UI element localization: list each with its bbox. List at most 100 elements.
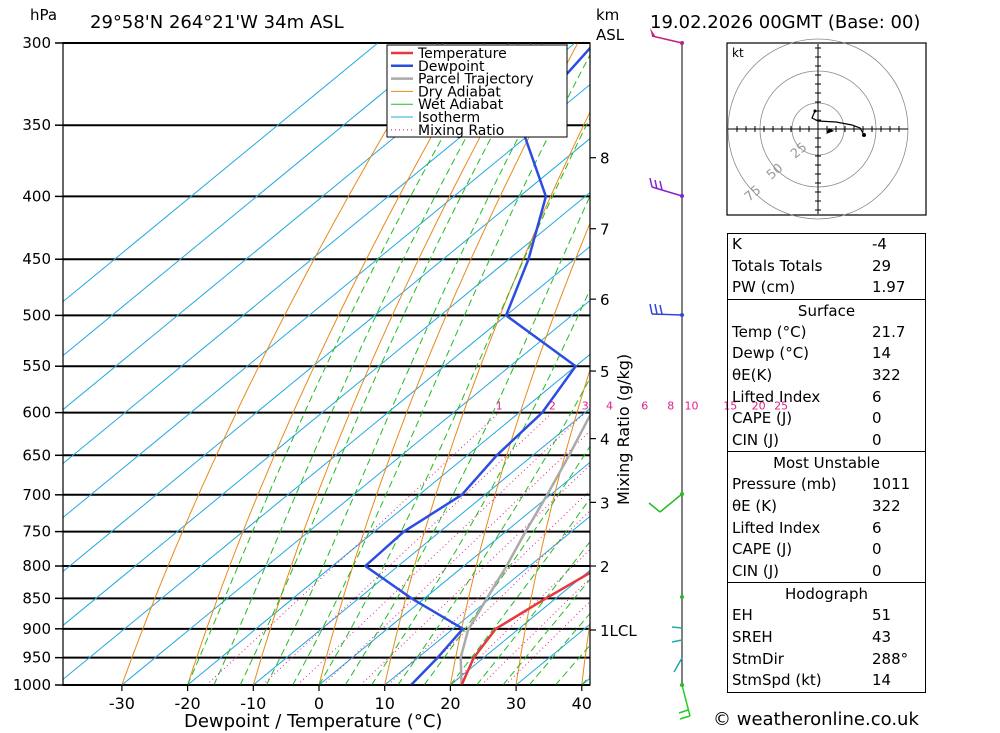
pressure-tick-label: 950 xyxy=(22,649,51,667)
x-tick-label: -30 xyxy=(109,694,135,713)
hodograph-section: Hodograph EH 51 SREH 43 StmDir 288° StmSpd … xyxy=(728,582,925,691)
mixing-ratio-label: 1 xyxy=(496,400,503,413)
hodograph-title: Hodograph xyxy=(784,585,869,604)
legend-label: Parcel Trajectory xyxy=(418,72,534,88)
index-section: K -4 Totals Totals 29 PW (cm) 1.97 xyxy=(728,234,925,299)
km-label: km xyxy=(596,6,619,24)
legend-label: Dry Adiabat xyxy=(418,84,501,100)
asl-label: ASL xyxy=(596,26,625,44)
pressure-tick-label: 800 xyxy=(22,557,51,575)
wet-adiabat-line xyxy=(450,497,590,685)
wet-adiabat-line xyxy=(239,43,543,685)
wind-profile xyxy=(648,28,691,720)
most-unstable-section: Most Unstable Pressure (mb) 1011 θE (K) 32… xyxy=(728,451,925,582)
x-tick-label: -10 xyxy=(240,694,266,713)
mixing-ratio-line xyxy=(387,489,590,685)
mixing-ratio-label: 15 xyxy=(723,400,737,413)
mixing-ratio-label: 6 xyxy=(641,400,648,413)
x-axis-title: Dewpoint / Temperature (°C) xyxy=(184,711,442,732)
wind-barb-700 xyxy=(648,492,684,513)
isotherm-line xyxy=(63,191,590,627)
isotherm-line xyxy=(63,43,576,465)
mixing-ratio-label: 3 xyxy=(582,400,589,413)
table-row: StmSpd (kt) 14 xyxy=(732,671,892,690)
dry-adiabat-line xyxy=(252,43,532,685)
wet-adiabat-line xyxy=(213,43,520,685)
table-row: Dewp (°C) 14 xyxy=(732,344,892,363)
mixing-ratio-label: 4 xyxy=(606,400,613,413)
mixing-ratio-line xyxy=(450,548,590,685)
info-table: K -4 Totals Totals 29 PW (cm) 1.97 Surface … xyxy=(727,233,926,693)
copyright: © weatheronline.co.uk xyxy=(713,709,919,730)
km-tick-label: 5 xyxy=(600,363,610,381)
dewpoint-line xyxy=(364,46,590,685)
pressure-tick-label: 750 xyxy=(22,523,51,541)
wind-barb-400 xyxy=(649,177,684,198)
legend-label: Temperature xyxy=(417,46,507,62)
wind-barb-low xyxy=(671,595,691,720)
mixing-ratio-label: 25 xyxy=(774,400,788,413)
x-tick-label: 20 xyxy=(440,694,460,713)
pressure-tick-label: 850 xyxy=(22,589,51,607)
wet-adiabat-line xyxy=(423,445,590,685)
dry-adiabat-line xyxy=(969,43,1000,685)
plot-frame xyxy=(62,42,591,686)
pressure-tick-label: 900 xyxy=(22,620,51,638)
mixing-ratio-axis-title: Mixing Ratio (g/kg) xyxy=(614,354,633,505)
legend-label: Isotherm xyxy=(418,110,480,126)
pressure-grid xyxy=(55,42,590,686)
wind-barb-300 xyxy=(650,28,684,45)
pressure-tick-label: 400 xyxy=(22,187,51,205)
km-tick-label: 6 xyxy=(600,291,610,309)
legend-label: Mixing Ratio xyxy=(418,123,504,139)
table-row: Pressure (mb) 1011 xyxy=(732,475,911,494)
dry-adiabat-line xyxy=(121,43,439,685)
temperature-line xyxy=(460,571,590,685)
table-row: K -4 xyxy=(732,235,887,253)
dry-adiabat-line xyxy=(515,368,590,685)
wet-adiabat-line xyxy=(318,116,590,685)
datetime-title: 19.02.2026 00GMT (Base: 00) xyxy=(650,12,920,33)
hodograph: kt 25 50 75 xyxy=(726,38,927,220)
mixing-ratio-label: 20 xyxy=(752,400,766,413)
km-tick-label: 7 xyxy=(600,221,610,239)
pressure-tick-label: 1000 xyxy=(13,676,51,694)
table-row: θE(K) 322 xyxy=(732,365,901,384)
wet-adiabat-line xyxy=(292,53,590,685)
x-tick-label: 10 xyxy=(375,694,395,713)
pressure-tick-label: 500 xyxy=(22,306,51,324)
km-tick-label: 1LCL xyxy=(600,622,637,640)
hodograph-trace xyxy=(811,110,865,136)
wet-adiabat-line xyxy=(265,43,569,685)
x-tick-label: 30 xyxy=(506,694,526,713)
mixing-ratio-line xyxy=(505,600,590,685)
isotherm-line xyxy=(318,461,590,685)
x-tick-label: -20 xyxy=(175,694,201,713)
legend-label: Wet Adiabat xyxy=(418,97,504,113)
table-row: Totals Totals 29 xyxy=(732,256,892,275)
pressure-tick-label: 600 xyxy=(22,404,51,422)
wet-adiabat-line xyxy=(344,194,590,685)
table-row: CAPE (J) 0 xyxy=(732,409,882,428)
table-row: θE (K) 322 xyxy=(732,496,901,515)
wet-adiabat-line xyxy=(187,43,497,685)
table-row: CIN (J) 0 xyxy=(732,430,882,449)
table-row: CAPE (J) 0 xyxy=(732,540,882,559)
table-row: Lifted Index 6 xyxy=(732,518,882,537)
surface-section: Surface Temp (°C) 21.7 Dewp (°C) 14 θE(K) 3… xyxy=(728,298,925,452)
wet-adiabat-line xyxy=(371,288,590,685)
dry-adiabat-line xyxy=(187,43,486,685)
mixing-ratio-line xyxy=(481,577,590,685)
hodograph-unit-label: kt xyxy=(732,46,744,60)
isotherm-line xyxy=(63,43,444,357)
isotherm-line xyxy=(187,353,590,685)
km-tick-label: 2 xyxy=(600,558,610,576)
axis-labels: 3003504004505005506006507007508008509009… xyxy=(13,34,788,713)
table-row: EH 51 xyxy=(732,606,892,625)
table-row: Temp (°C) 21.7 xyxy=(732,322,906,341)
mixing-ratio-label: 10 xyxy=(684,400,698,413)
legend-label: Dewpoint xyxy=(418,59,485,75)
km-tick-label: 8 xyxy=(600,150,610,168)
